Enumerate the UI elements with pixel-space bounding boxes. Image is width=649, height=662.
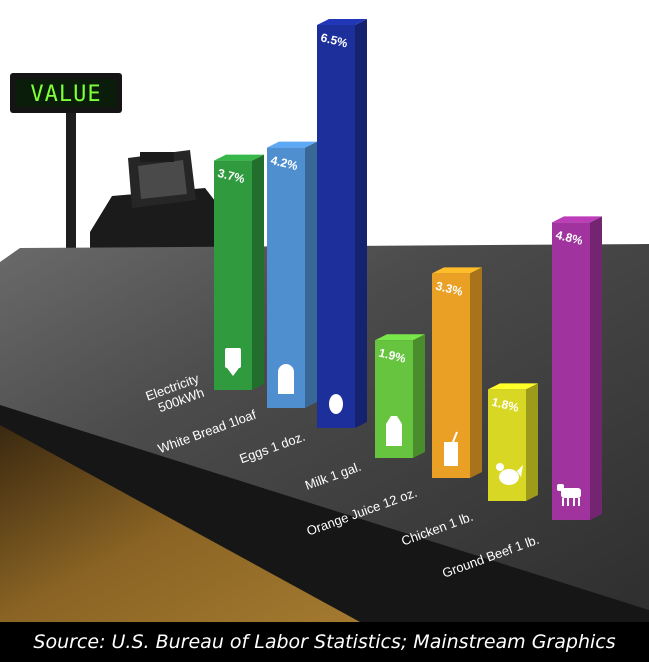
bar-6: 1.8% <box>488 383 538 501</box>
register-monitor-screen <box>138 160 187 199</box>
bar-side <box>526 383 538 501</box>
electric-meter-icon <box>225 348 241 376</box>
bar-side <box>413 334 425 458</box>
value-label: 4.8% <box>554 228 584 248</box>
juice-box-icon <box>444 431 458 466</box>
bar-5: 3.3% <box>432 267 482 478</box>
bar-side <box>355 19 367 428</box>
value-label: 3.3% <box>434 279 464 299</box>
bar-1: 3.7% <box>214 154 264 390</box>
bar-side <box>252 154 264 390</box>
register-monitor-top <box>140 152 174 162</box>
value-label: 1.8% <box>490 395 520 415</box>
register-display-text: VALUE <box>30 82 101 107</box>
bar-top <box>552 216 602 223</box>
bar-side <box>305 141 317 408</box>
bar-top <box>267 141 317 148</box>
milk-carton-icon <box>386 416 402 446</box>
chart-scene: VALUE 3.7%4.2%6.5%1.9%3.3%1.8%4.8% Elect… <box>0 19 649 622</box>
bar-front <box>552 222 590 520</box>
bar-2: 4.2% <box>267 141 317 408</box>
register-display-screen <box>16 79 116 107</box>
value-label: 4.2% <box>269 153 299 173</box>
bread-loaf-icon <box>278 364 294 394</box>
bar-top <box>488 383 538 390</box>
register-pole <box>66 105 76 265</box>
value-label: 1.9% <box>377 346 407 366</box>
source-caption: Source: U.S. Bureau of Labor Statistics;… <box>0 622 649 662</box>
bar-top <box>214 154 264 161</box>
bar-top <box>375 334 425 341</box>
value-label: 3.7% <box>216 166 246 186</box>
bar-front <box>317 25 355 428</box>
cow-icon <box>557 484 581 506</box>
chicken-icon <box>496 463 523 485</box>
counter-wood-panel <box>0 425 360 622</box>
bar-3: 6.5% <box>317 19 367 428</box>
value-label: 6.5% <box>319 30 349 50</box>
bars-layer: 3.7% 4.2% 6.5% 1.9% 3.3% 1.8% 4.8% <box>214 19 602 520</box>
bar-top <box>317 19 367 25</box>
egg-icon <box>329 394 343 414</box>
bar-4: 1.9% <box>375 334 425 458</box>
bar-7: 4.8% <box>552 216 602 520</box>
bar-side <box>590 216 602 520</box>
bar-side <box>470 267 482 478</box>
bar-top <box>432 267 482 274</box>
